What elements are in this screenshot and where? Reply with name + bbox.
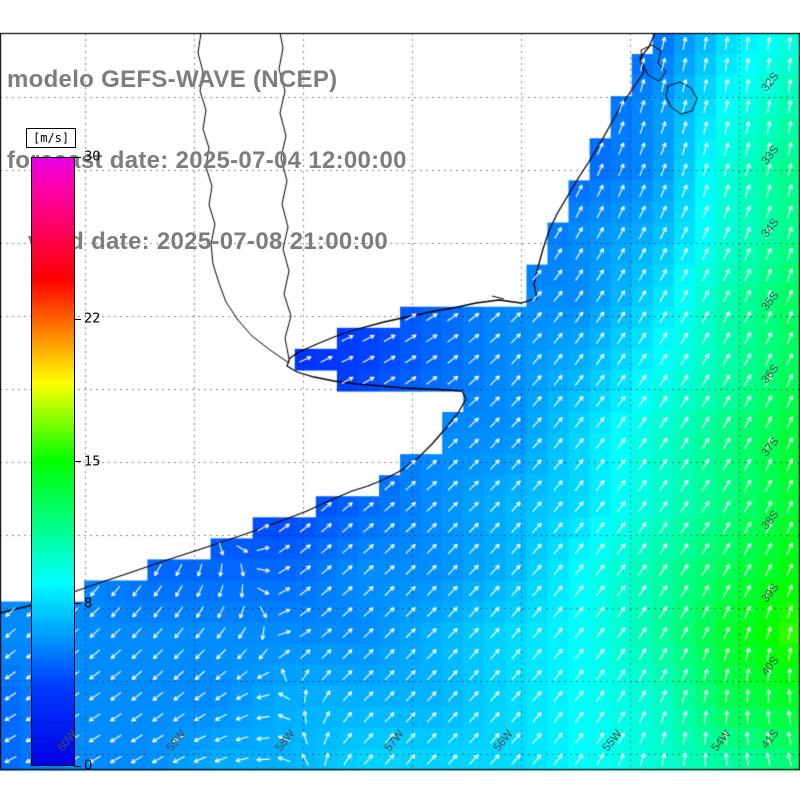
colorbar: [m/s] 0 8 15 22 30: [26, 128, 101, 774]
model-title: modelo GEFS-WAVE (NCEP): [7, 66, 338, 93]
colorbar-gradient: [31, 157, 75, 766]
colorbar-unit-label: [m/s]: [26, 128, 77, 148]
